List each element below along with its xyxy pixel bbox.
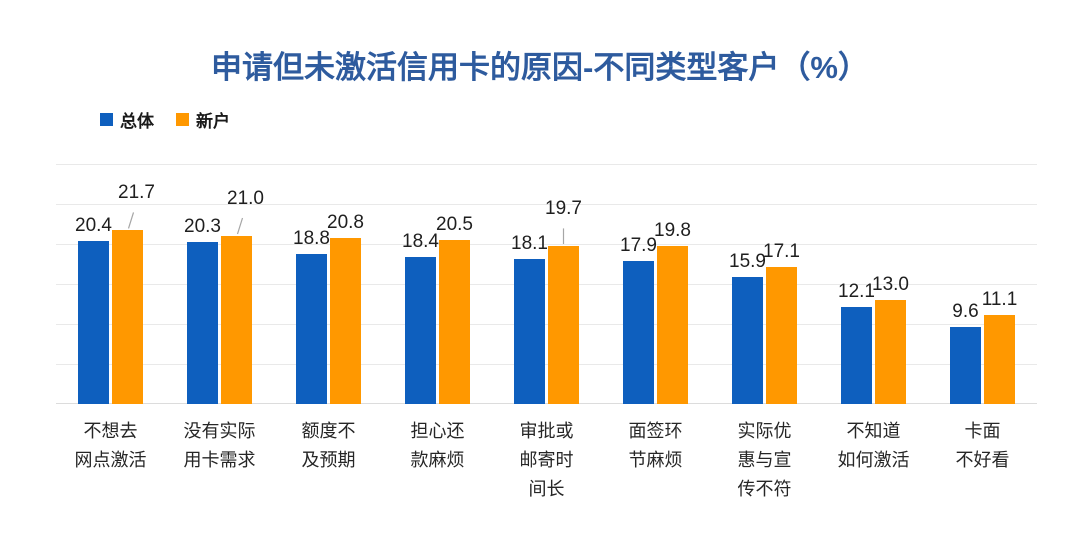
category-label: 没有实际 用卡需求 <box>165 417 274 475</box>
category-label-line: 惠与宣 <box>737 450 792 470</box>
bar-value-label: 15.9 <box>729 250 766 272</box>
label-leader-lines <box>127 212 565 245</box>
category-label-line: 卡面 <box>964 421 1001 441</box>
category-label: 不想去 网点激活 <box>56 417 165 475</box>
bar-value-label: 20.5 <box>436 214 473 235</box>
bar-value-label: 11.1 <box>981 289 1018 311</box>
bar-value-label: 19.7 <box>545 198 582 220</box>
legend-label: 新户 <box>196 112 230 131</box>
bar-value-label: 18.4 <box>402 230 439 252</box>
bar-总体-实际优惠与宣传不符 <box>732 276 763 404</box>
bar-新户-额度不及预期 <box>330 237 361 404</box>
bar-总体-面签环节麻烦 <box>623 260 654 404</box>
bar-value-label: 18.8 <box>293 227 330 249</box>
bar-总体-不知道如何激活 <box>841 307 872 404</box>
bar-value-label: 21.7 <box>118 182 155 204</box>
category-label: 担心还 款麻烦 <box>383 417 492 475</box>
bar-新户-实际优惠与宣传不符 <box>766 267 797 404</box>
bar-新户-担心还款麻烦 <box>439 240 470 404</box>
bar-value-label: 13.0 <box>872 274 909 295</box>
bar-新户-没有实际用卡需求 <box>221 236 252 404</box>
category-label-line: 如何激活 <box>837 450 910 470</box>
bar-value-label: 20.8 <box>327 211 364 233</box>
bar-value-label: 9.6 <box>952 301 979 323</box>
category-label-line: 面签环 <box>628 421 683 441</box>
bar-总体-不想去网点激活 <box>78 240 109 404</box>
category-label: 审批或 邮寄时 间长 <box>492 417 601 504</box>
legend-label: 总体 <box>120 112 154 131</box>
bar-总体-没有实际用卡需求 <box>187 241 218 404</box>
category-label-line: 不知道 <box>846 421 901 441</box>
bar-新户-审批或邮寄时间长 <box>548 246 579 404</box>
category-label-line: 款麻烦 <box>410 450 465 470</box>
category-label: 实际优 惠与宣 传不符 <box>710 417 819 504</box>
bar-value-label: 18.1 <box>511 233 548 255</box>
x-axis-labels: 不想去 网点激活 没有实际 用卡需求 额度不 及预期 担心还 款麻烦 审批或 邮寄时 间长 面签环 节麻… <box>56 417 1037 512</box>
bar-总体-担心还款麻烦 <box>405 256 436 404</box>
legend-swatch-icon <box>100 113 113 126</box>
bar-新户-不知道如何激活 <box>875 300 906 404</box>
category-label-line: 不想去 <box>83 421 138 441</box>
leader-line <box>236 217 244 235</box>
bar-value-label: 20.3 <box>184 215 221 237</box>
legend-item-新户: 新户 <box>176 107 230 132</box>
category-label: 面签环 节麻烦 <box>601 417 710 475</box>
category-label-line: 额度不 <box>301 421 356 441</box>
bar-value-label: 17.9 <box>620 234 657 256</box>
category-label-line: 没有实际 <box>183 421 256 441</box>
bar-总体-卡面不好看 <box>950 327 981 404</box>
plot-area: 20.4 20.3 18.8 18.4 18.1 17.9 15.9 12.1 9.6 21.7 2… <box>56 164 1037 404</box>
chart-legend: 总体 新户 <box>100 107 230 132</box>
category-label-line: 间长 <box>528 479 565 499</box>
category-label-line: 实际优 <box>737 421 792 441</box>
category-label: 不知道 如何激活 <box>819 417 928 475</box>
gridline <box>56 204 1037 205</box>
gridline <box>56 164 1037 165</box>
bar-总体-额度不及预期 <box>296 253 327 404</box>
bar-新户-卡面不好看 <box>984 315 1015 404</box>
legend-swatch-icon <box>176 113 189 126</box>
bar-value-label: 17.1 <box>763 241 800 263</box>
category-label-line: 不好看 <box>955 450 1010 470</box>
bar-总体-审批或邮寄时间长 <box>514 259 545 404</box>
category-label: 卡面 不好看 <box>928 417 1037 475</box>
bar-新户-面签环节麻烦 <box>657 245 688 404</box>
category-label-line: 及预期 <box>301 450 356 470</box>
bar-value-label: 20.4 <box>75 214 112 236</box>
category-label-line: 邮寄时 <box>519 450 574 470</box>
gridline <box>56 244 1037 245</box>
gridline <box>56 284 1037 285</box>
bar-value-label: 12.1 <box>838 281 875 303</box>
chart-title: 申请但未激活信用卡的原因-不同类型客户（%） <box>211 50 869 85</box>
legend-item-总体: 总体 <box>100 107 154 132</box>
bar-value-label: 21.0 <box>227 188 264 209</box>
bar-新户-不想去网点激活 <box>112 230 143 404</box>
category-label-line: 用卡需求 <box>183 450 256 470</box>
gridline <box>56 403 1037 404</box>
category-label-line: 节麻烦 <box>628 450 683 470</box>
category-label-line: 传不符 <box>737 479 792 499</box>
gridline <box>56 364 1037 365</box>
gridline <box>56 324 1037 325</box>
category-label-line: 担心还 <box>410 421 465 441</box>
bar-value-label: 19.8 <box>654 219 691 241</box>
category-label-line: 审批或 <box>519 421 574 441</box>
category-label-line: 网点激活 <box>74 450 147 470</box>
category-label: 额度不 及预期 <box>274 417 383 475</box>
leader-line <box>127 212 135 229</box>
